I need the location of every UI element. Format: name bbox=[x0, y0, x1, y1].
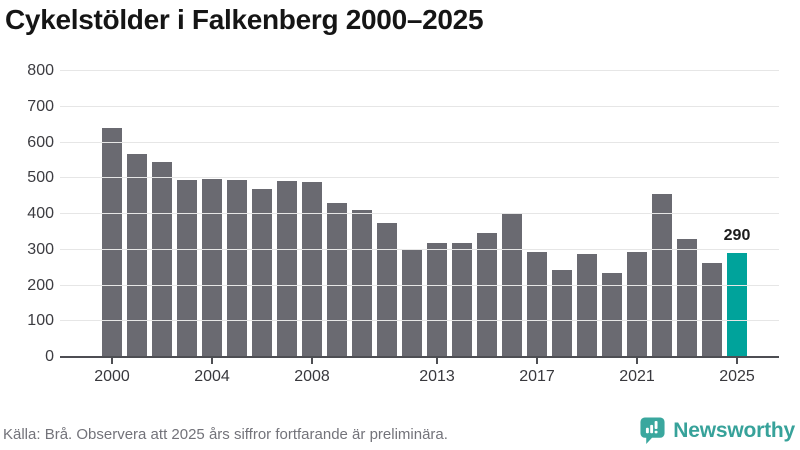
chart-title: Cykelstölder i Falkenberg 2000–2025 bbox=[5, 4, 484, 35]
bar-2025 bbox=[727, 253, 747, 357]
newsworthy-icon bbox=[639, 416, 666, 445]
bar-2019 bbox=[577, 253, 597, 357]
gridline-600 bbox=[60, 141, 779, 143]
bar-2020 bbox=[602, 273, 622, 357]
bar-2009 bbox=[327, 203, 347, 357]
bar-2001 bbox=[127, 153, 147, 357]
bar-2003 bbox=[177, 179, 197, 357]
x-axis-label-2004: 2004 bbox=[194, 368, 230, 385]
y-axis-label-300: 300 bbox=[27, 240, 54, 258]
x-axis-label-2000: 2000 bbox=[94, 368, 130, 385]
source-note: Källa: Brå. Observera att 2025 års siffr… bbox=[3, 426, 448, 443]
gridline-200 bbox=[60, 284, 779, 286]
y-axis-label-200: 200 bbox=[27, 276, 54, 294]
gridline-700 bbox=[60, 105, 779, 107]
y-axis-label-700: 700 bbox=[27, 97, 54, 115]
y-axis-label-600: 600 bbox=[27, 133, 54, 151]
x-axis-tick-2025 bbox=[736, 358, 738, 364]
bar-2012 bbox=[402, 250, 422, 357]
bar-2013 bbox=[427, 242, 447, 357]
bar-2024 bbox=[702, 262, 722, 357]
bar-2014 bbox=[452, 243, 472, 357]
gridline-500 bbox=[60, 177, 779, 179]
bar-2006 bbox=[252, 188, 272, 357]
bar-2002 bbox=[152, 161, 172, 357]
bar-2011 bbox=[377, 223, 397, 357]
x-axis-tick-2008 bbox=[311, 358, 313, 364]
plot-area: 0 100 200 300 400 500 600 700 800 2000 2004 2008 201… bbox=[27, 62, 779, 385]
gridline-100 bbox=[60, 320, 779, 322]
y-axis-label-800: 800 bbox=[27, 62, 54, 79]
bar-2022 bbox=[652, 193, 672, 357]
newsworthy-logo: Newsworthy bbox=[639, 416, 795, 445]
bar-2000 bbox=[102, 127, 122, 357]
brand-wordmark: Newsworthy bbox=[673, 418, 795, 442]
x-axis-tick-2017 bbox=[536, 358, 538, 364]
highlight-value-label: 290 bbox=[723, 227, 751, 245]
x-axis-tick-2013 bbox=[436, 358, 438, 364]
x-axis-tick-2000 bbox=[111, 358, 113, 364]
bar-2004 bbox=[202, 179, 222, 357]
bar-2018 bbox=[552, 270, 572, 357]
gridline-800 bbox=[60, 70, 779, 71]
x-axis-tick-2004 bbox=[211, 358, 213, 364]
footer: Källa: Brå. Observera att 2025 års siffr… bbox=[0, 404, 800, 450]
x-axis-label-2017: 2017 bbox=[519, 368, 555, 385]
x-axis-tick-2021 bbox=[636, 358, 638, 364]
x-axis-label-2013: 2013 bbox=[419, 368, 455, 385]
bar-2007 bbox=[277, 180, 297, 357]
y-axis-label-0: 0 bbox=[45, 348, 54, 365]
bars bbox=[102, 71, 747, 357]
bar-2021 bbox=[627, 251, 647, 357]
x-axis-label-2021: 2021 bbox=[619, 368, 655, 385]
bar-2015 bbox=[477, 232, 497, 357]
bar-2005 bbox=[227, 179, 247, 357]
x-axis-line bbox=[60, 356, 779, 358]
gridline-300 bbox=[60, 248, 779, 250]
x-axis-label-2025: 2025 bbox=[719, 368, 755, 385]
y-axis-label-100: 100 bbox=[27, 312, 54, 330]
bar-2016 bbox=[502, 214, 522, 357]
bar-2008 bbox=[302, 182, 322, 357]
bar-2017 bbox=[527, 251, 547, 357]
y-axis-label-400: 400 bbox=[27, 205, 54, 222]
y-axis-label-500: 500 bbox=[27, 169, 54, 187]
x-axis-label-2008: 2008 bbox=[294, 368, 330, 385]
gridline-400 bbox=[60, 213, 779, 214]
bar-2023 bbox=[677, 238, 697, 357]
